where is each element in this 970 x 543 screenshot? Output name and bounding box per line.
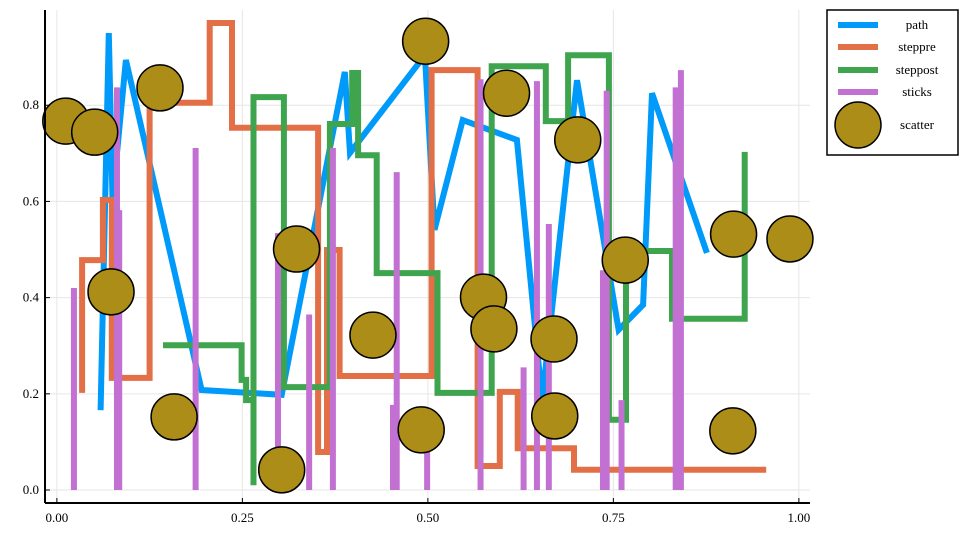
scatter-point xyxy=(401,17,450,66)
y-tick-label: 0.6 xyxy=(23,193,40,208)
y-tick-label: 0.8 xyxy=(23,97,39,112)
legend-label: sticks xyxy=(902,84,932,99)
scatter-point xyxy=(601,236,649,284)
scatter-point xyxy=(150,393,198,441)
x-tick-label: 0.00 xyxy=(45,510,68,525)
legend-label: path xyxy=(906,17,929,32)
plot-area xyxy=(42,17,814,494)
legend: path steppre steppost sticks scatter xyxy=(826,9,959,156)
legend-label: scatter xyxy=(900,117,935,132)
series-path-line xyxy=(97,33,710,411)
scatter-point xyxy=(136,64,184,112)
series-steppre-line xyxy=(79,20,767,473)
legend-label: steppre xyxy=(898,39,936,54)
scatter-point xyxy=(766,215,814,263)
scatter-point xyxy=(70,108,119,156)
scatter-point xyxy=(349,311,397,359)
scatter-point xyxy=(87,268,135,316)
series-steppost-line xyxy=(163,52,748,486)
legend-label: steppost xyxy=(896,62,939,77)
scatter-point xyxy=(470,305,518,353)
scatter-point xyxy=(272,225,321,273)
scatter-point xyxy=(397,406,445,454)
x-tick-label: 0.25 xyxy=(231,510,254,525)
scatter-point xyxy=(531,392,579,440)
scatter-point xyxy=(257,446,306,494)
y-tick-label: 0.4 xyxy=(23,290,40,305)
scatter-point xyxy=(709,407,757,455)
y-tick-label: 0.2 xyxy=(23,386,39,401)
y-tick-label: 0.0 xyxy=(23,482,39,497)
x-tick-label: 1.00 xyxy=(787,510,810,525)
scatter-point xyxy=(530,315,578,363)
axes: 0.00 0.25 0.50 0.75 1.00 0.0 0.2 0.4 0.6 0.8 xyxy=(23,10,810,525)
scatter-point xyxy=(482,69,531,117)
scatter-point xyxy=(709,210,758,258)
x-tick-label: 0.75 xyxy=(602,510,625,525)
x-tick-label: 0.50 xyxy=(416,510,439,525)
scatter-point xyxy=(554,116,602,164)
legend-marker-scatter xyxy=(834,101,882,149)
